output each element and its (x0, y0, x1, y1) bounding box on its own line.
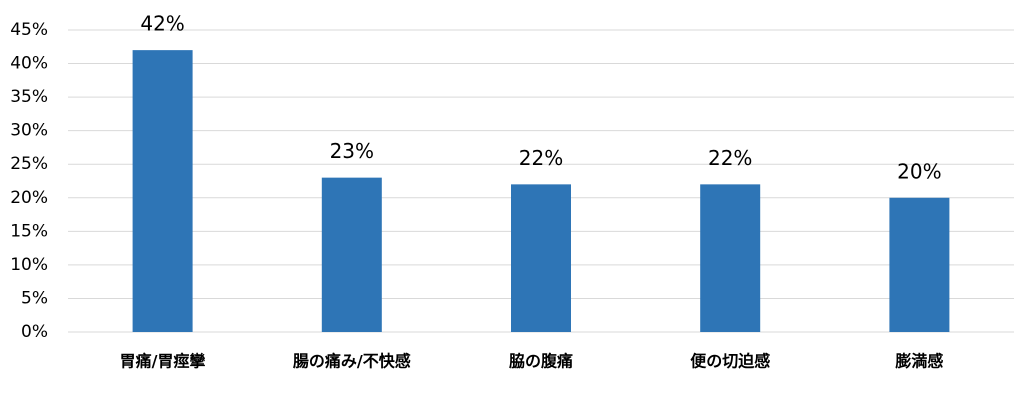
x-tick-label: 胃痛/胃痙攣 (120, 352, 206, 371)
x-tick-label: 腸の痛み/不快感 (293, 352, 411, 371)
x-tick-label: 膨満感 (895, 352, 943, 371)
y-tick-label: 35% (10, 87, 48, 107)
data-label: 20% (897, 159, 941, 183)
data-label: 42% (140, 12, 184, 36)
data-label: 23% (330, 139, 374, 163)
x-tick-label: 便の切迫感 (690, 352, 770, 371)
data-label: 22% (708, 146, 752, 170)
y-tick-label: 45% (10, 20, 48, 40)
y-tick-label: 15% (10, 221, 48, 241)
data-label: 22% (519, 146, 563, 170)
bar (132, 50, 193, 333)
y-tick-label: 0% (21, 322, 48, 342)
bar (700, 184, 761, 332)
y-tick-label: 40% (10, 54, 48, 74)
y-tick-label: 10% (10, 255, 48, 275)
y-tick-label: 25% (10, 154, 48, 174)
bar (889, 197, 950, 332)
bar (321, 177, 382, 332)
bar (511, 184, 571, 332)
x-tick-label: 脇の腹痛 (509, 352, 573, 371)
y-tick-label: 20% (10, 188, 48, 208)
y-tick-label: 5% (21, 288, 48, 308)
y-tick-label: 30% (10, 121, 48, 141)
